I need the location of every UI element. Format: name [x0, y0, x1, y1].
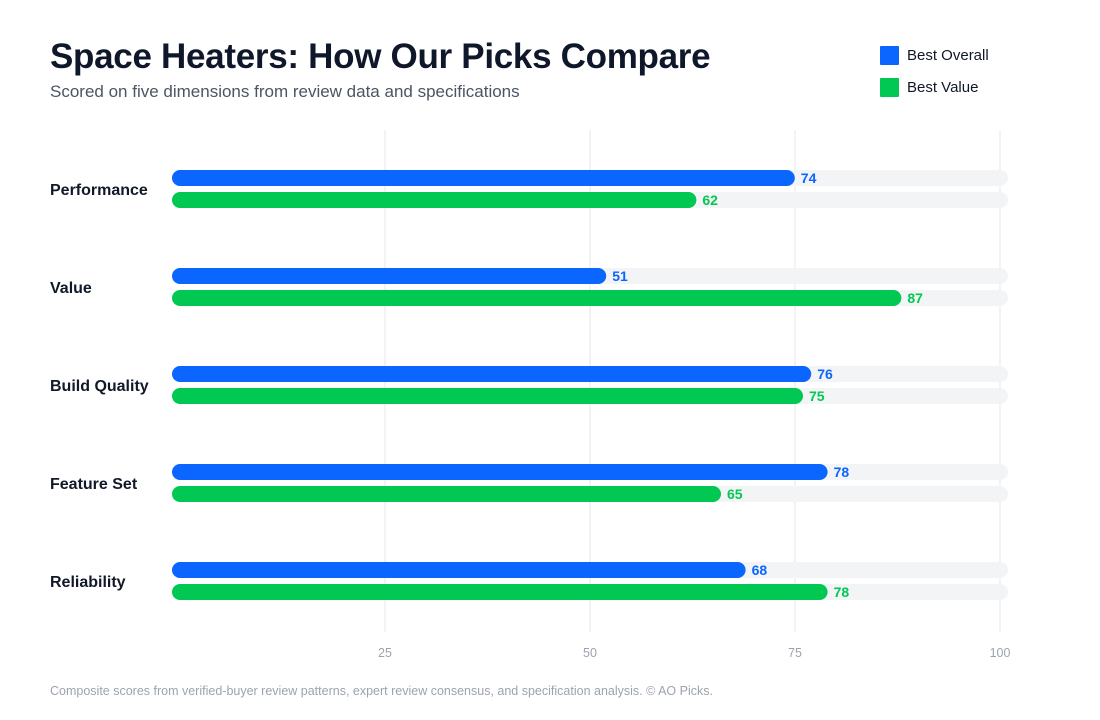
legend-swatch-best-overall	[880, 45, 899, 65]
chart-title: Space Heaters: How Our Picks Compare	[50, 37, 711, 76]
legend: Best Overall Best Value	[880, 45, 989, 109]
category-label: Build Quality	[50, 378, 149, 395]
category-label: Reliability	[50, 574, 126, 591]
legend-label-best-overall: Best Overall	[907, 46, 989, 64]
data-label: 74	[801, 170, 817, 186]
x-tick-label: 25	[378, 646, 392, 660]
category-label: Value	[50, 280, 92, 297]
data-label: 76	[817, 366, 833, 382]
data-label: 75	[809, 388, 825, 404]
x-tick-label: 100	[990, 646, 1011, 660]
category-label: Performance	[50, 182, 148, 199]
legend-item-best-overall: Best Overall	[880, 45, 989, 65]
category-label: Feature Set	[50, 476, 138, 493]
data-label: 68	[752, 562, 768, 578]
data-label: 65	[727, 486, 743, 502]
data-label: 78	[834, 584, 850, 600]
data-label: 78	[834, 464, 850, 480]
legend-label-best-value: Best Value	[907, 78, 979, 96]
x-tick-label: 50	[583, 646, 597, 660]
data-label: 51	[612, 268, 628, 284]
chart-subtitle: Scored on five dimensions from review da…	[50, 82, 520, 101]
legend-swatch-best-value	[880, 77, 899, 97]
x-tick-label: 75	[788, 646, 802, 660]
footnote: Composite scores from verified-buyer rev…	[50, 684, 713, 698]
legend-item-best-value: Best Value	[880, 77, 989, 97]
data-label: 62	[702, 192, 718, 208]
data-label: 87	[907, 290, 923, 306]
